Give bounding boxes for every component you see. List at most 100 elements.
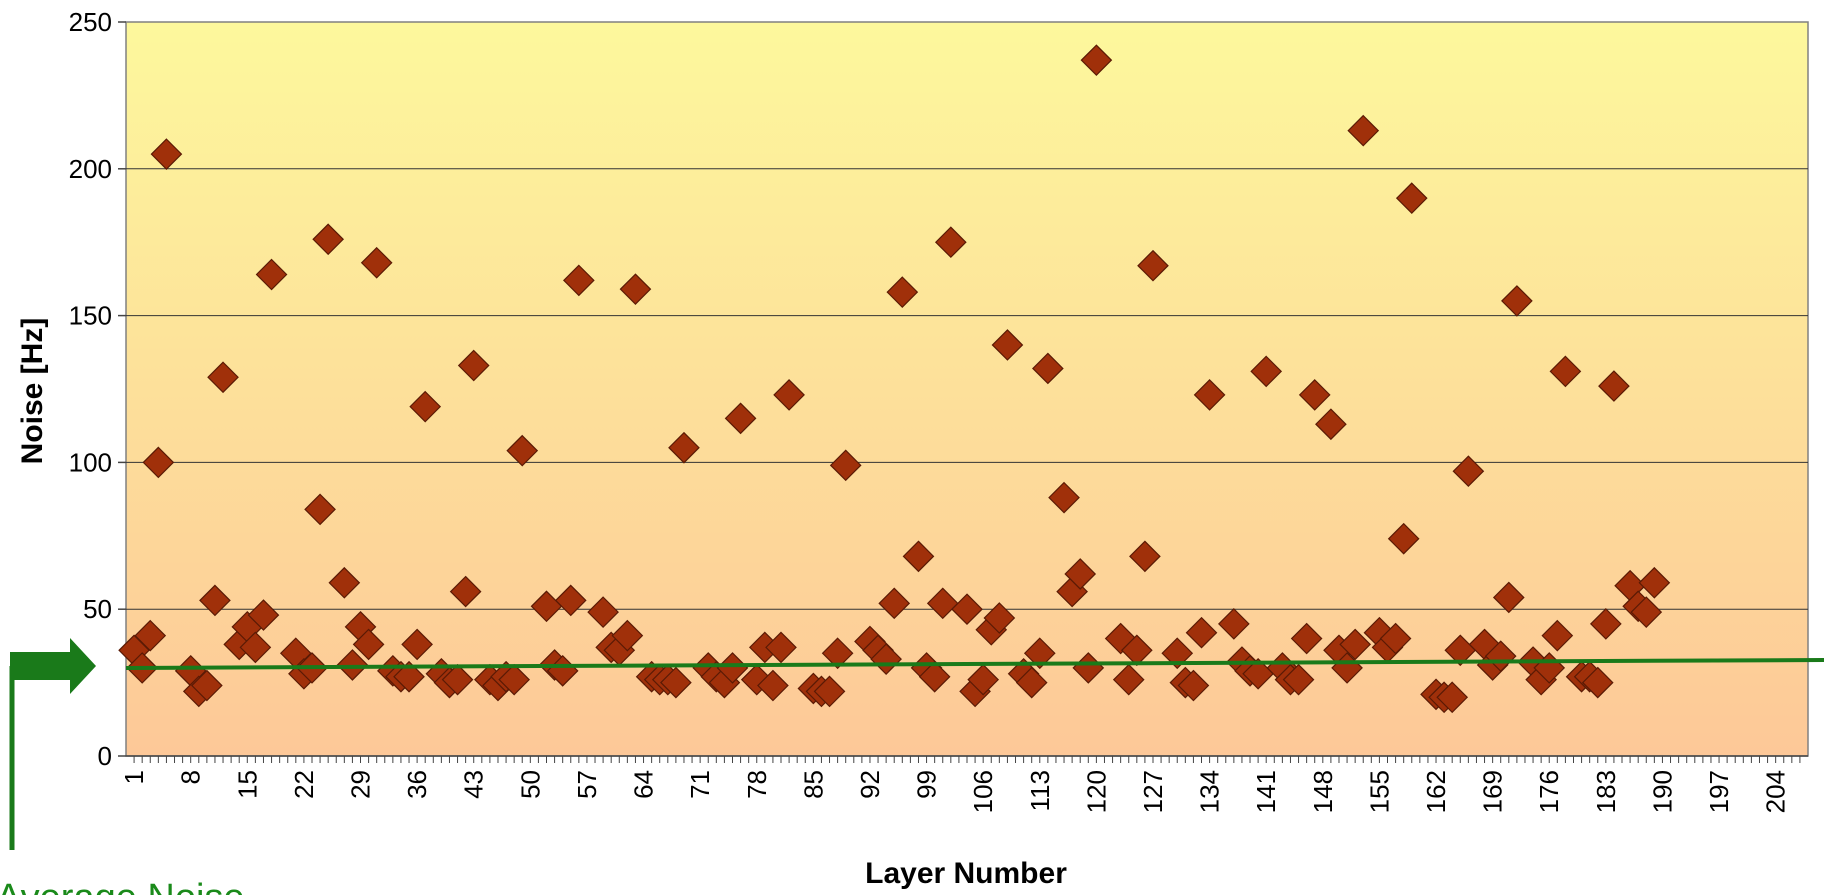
data-point — [1598, 370, 1630, 402]
data-point — [983, 602, 1016, 634]
x-tick-label: 162 — [1421, 770, 1451, 813]
data-point — [1015, 666, 1048, 699]
data-point — [352, 628, 385, 661]
data-point — [1630, 596, 1663, 628]
data-point — [457, 349, 490, 382]
x-tick-label: 106 — [968, 770, 998, 813]
data-point — [1589, 608, 1622, 640]
data-point — [1581, 666, 1614, 699]
x-tick-label: 15 — [232, 770, 262, 799]
data-point — [1339, 628, 1372, 661]
y-tick-label: 200 — [69, 154, 112, 184]
data-point — [360, 246, 393, 279]
data-point — [886, 276, 919, 308]
x-tick-label: 22 — [289, 770, 319, 799]
data-point — [328, 566, 361, 599]
average-noise-line — [125, 657, 1825, 670]
data-point — [765, 631, 797, 664]
x-tick-label: 141 — [1251, 770, 1281, 813]
data-point — [611, 619, 644, 652]
x-tick-label: 127 — [1138, 770, 1168, 813]
x-tick-label: 204 — [1761, 770, 1791, 813]
data-point — [660, 666, 692, 699]
data-point — [1250, 355, 1283, 388]
data-point — [1064, 558, 1097, 590]
data-point — [207, 361, 239, 394]
data-point — [934, 226, 967, 259]
plot-area — [125, 21, 1809, 757]
data-point — [1193, 379, 1226, 411]
x-axis-title: Layer Number — [865, 857, 1067, 890]
x-tick-label: 113 — [1025, 770, 1055, 811]
data-point — [1218, 608, 1250, 640]
x-tick-label: 29 — [346, 770, 376, 799]
x-tick-label: 85 — [798, 770, 828, 799]
data-point — [773, 379, 805, 411]
data-point — [554, 584, 587, 617]
data-point — [902, 540, 935, 573]
data-point — [1048, 481, 1080, 514]
y-tick-label: 150 — [69, 301, 112, 331]
x-tick-label: 50 — [515, 770, 545, 799]
data-point — [813, 675, 846, 708]
data-point — [668, 431, 700, 464]
data-point — [1436, 681, 1469, 714]
x-axis-ticks: 1 8 15 22 29 36 43 50 57 64 71 78 85 92 99 106 113 120 127… — [119, 755, 1808, 813]
data-point — [1492, 581, 1525, 614]
data-point — [991, 329, 1024, 361]
data-point — [1282, 663, 1315, 696]
average-noise-label: Average Noise — [0, 877, 245, 895]
data-point — [1290, 622, 1323, 655]
data-point — [191, 669, 223, 702]
data-point — [239, 631, 272, 664]
data-point — [926, 587, 959, 620]
x-tick-label: 78 — [742, 770, 772, 799]
data-point — [1638, 566, 1671, 599]
data-point — [757, 669, 789, 702]
data-point — [1347, 114, 1380, 147]
data-point — [255, 258, 288, 291]
x-tick-label: 169 — [1478, 770, 1508, 813]
y-tick-label: 250 — [69, 7, 112, 37]
y-axis-title: Noise [Hz] — [16, 318, 49, 465]
x-tick-label: 134 — [1195, 770, 1225, 813]
data-point — [312, 223, 345, 256]
average-arrow-icon — [9, 638, 96, 850]
data-point — [1080, 44, 1113, 77]
data-point — [1298, 379, 1331, 411]
data-point — [967, 663, 1000, 696]
data-point — [1315, 408, 1347, 441]
data-point — [1120, 634, 1153, 667]
data-point — [506, 434, 539, 467]
y-tick-label: 50 — [83, 594, 112, 624]
data-point — [1112, 663, 1145, 696]
data-point — [150, 138, 183, 170]
x-tick-label: 197 — [1704, 770, 1734, 813]
data-point — [870, 643, 902, 675]
data-point — [1129, 540, 1161, 573]
data-point — [821, 637, 854, 670]
data-point — [918, 660, 951, 693]
data-point — [1185, 616, 1218, 649]
data-point — [951, 593, 983, 626]
x-tick-label: 148 — [1308, 770, 1338, 813]
x-tick-label: 183 — [1591, 770, 1621, 813]
data-point — [498, 663, 531, 696]
data-points — [118, 44, 1671, 714]
data-point — [142, 446, 175, 479]
data-point — [134, 619, 167, 652]
x-tick-label: 99 — [912, 770, 942, 799]
x-tick-label: 43 — [459, 770, 489, 799]
x-tick-label: 57 — [572, 770, 602, 799]
x-tick-label: 176 — [1534, 770, 1564, 813]
x-tick-label: 8 — [176, 770, 206, 784]
data-point — [587, 596, 619, 628]
data-point — [401, 628, 433, 661]
data-point — [1501, 285, 1533, 317]
data-point — [724, 402, 757, 435]
data-point — [1177, 669, 1210, 702]
y-tick-label: 0 — [98, 741, 112, 771]
data-point — [1395, 182, 1428, 215]
data-point — [1541, 619, 1574, 652]
data-point — [1161, 637, 1194, 670]
